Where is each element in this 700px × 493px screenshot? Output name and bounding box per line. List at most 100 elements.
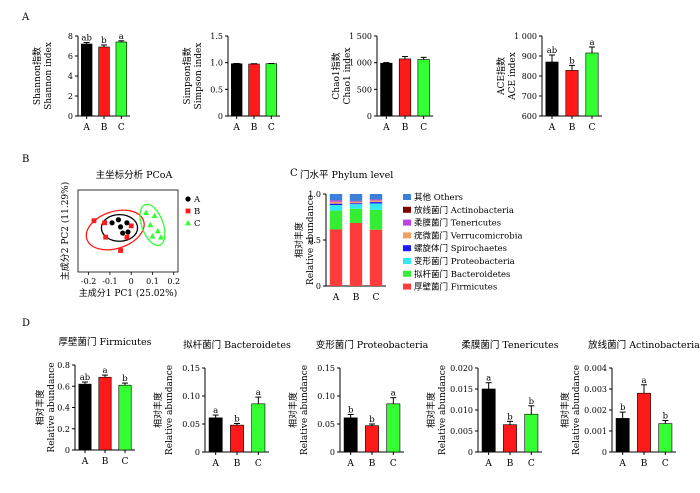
pcoa-point-B (91, 218, 97, 224)
x-tick-label-simpson: A (232, 123, 240, 133)
bar-simpson-A (230, 63, 243, 117)
bar-chart-ace: 600 700 800 900 1 000 ab Ab Ba C ACE指数 ACE index (495, 32, 602, 133)
phylum-legend-label-3: 螺旋体门 Spirochaetes (414, 243, 507, 254)
x-tick-label-proteobacteria: A (346, 459, 354, 469)
bar-bacteroidetes-A (208, 417, 223, 453)
y-tick-label-ace: 900 (522, 52, 537, 61)
significance-letter-actinobacteria-A: b (620, 403, 626, 413)
y-tick-label-ace: 800 (522, 72, 537, 81)
significance-letter-ace-A: ab (547, 46, 558, 56)
x-tick-label-firmicutes: C (122, 457, 129, 467)
x-tick-label-bacteroidetes: B (234, 459, 241, 469)
significance-letter-bacteroidetes-A: a (213, 406, 218, 416)
x-tick-label-actinobacteria: A (618, 459, 626, 469)
x-tick-label-actinobacteria: B (641, 459, 648, 469)
y-tick-label-shannon: 6 (68, 52, 73, 61)
y-tick-label-bacteroidetes: 0.10 (182, 392, 200, 401)
pcoa-legend-marker-B (185, 208, 191, 214)
y-axis-label-tenericutes: Relative abundance (438, 365, 448, 455)
phylum-legend-swatch-7 (403, 194, 411, 200)
phylum-legend-swatch-6 (403, 206, 411, 213)
x-tick-label-shannon: A (82, 123, 90, 133)
phylum-legend-label-4: 疣微菌门 Verrucomicrobia (414, 230, 523, 241)
pcoa-y-axis-label: 主成分2 PC2 (11.29%) (59, 182, 71, 280)
bar-firmicutes-C (118, 384, 132, 451)
y-tick-label-proteobacteria: 0.15 (317, 364, 335, 373)
bar-chart-actinobacteria: 0 0.001 0.002 0.003 0.004 b Aa Bb C 放线菌门 Actinoba… (559, 339, 700, 469)
bar-bacteroidetes-C (251, 403, 266, 453)
bar-shannon-C (115, 41, 128, 117)
y-tick-label-tenericutes: 0 (468, 448, 473, 457)
stacked-segment-C-3 (369, 202, 383, 204)
y-tick-label-actinobacteria: 0 (602, 448, 607, 457)
pcoa-x-tick-label: 0.1 (146, 277, 159, 286)
significance-letter-firmicutes-C: b (122, 374, 128, 384)
pcoa-point-B (118, 248, 123, 253)
y-tick-label-simpson: 0 (218, 112, 223, 121)
y-tick-label-firmicutes: 0.6 (57, 382, 70, 391)
phylum-legend-swatch-3 (403, 245, 411, 252)
y-tick-label-shannon: 8 (68, 32, 73, 41)
y-tick-label-tenericutes: 0.010 (450, 406, 473, 415)
bar-actinobacteria-A (615, 418, 630, 453)
stacked-segment-B-0 (349, 222, 363, 286)
stacked-segment-A-5 (329, 200, 343, 202)
stacked-segment-B-1 (349, 208, 363, 223)
x-tick-label-chao1: C (420, 123, 427, 133)
pcoa-point-A (109, 220, 115, 226)
bar-chart-proteobacteria: 0 0.05 0.10 0.15 b Ab Ba C 变形菌门 Proteobacteria 相对… (287, 339, 429, 469)
pcoa-x-tick-label: -0.1 (102, 277, 117, 286)
phylum-legend-label-5: 柔膜菌门 Tenericutes (414, 218, 501, 229)
bar-chao1-C (417, 59, 430, 117)
y-tick-label-bacteroidetes: 0.05 (182, 420, 200, 429)
y-axis-label-tenericutes: 相对丰度 (425, 392, 437, 428)
stacked-segment-B-4 (349, 201, 363, 204)
bar-simpson-C (265, 63, 278, 117)
x-tick-label-firmicutes: A (81, 457, 89, 467)
pcoa-point-A (117, 224, 124, 230)
significance-letter-tenericutes-A: a (486, 374, 491, 384)
pcoa-legend-label-B: B (194, 207, 200, 217)
y-axis-label-bacteroidetes: 相对丰度 (152, 392, 164, 428)
bar-ace-A (545, 61, 559, 117)
phylum-legend-label-0: 厚壁菌门 Firmicutes (414, 282, 497, 293)
stacked-segment-C-4 (369, 200, 383, 203)
y-axis-label-shannon: Shannon指数 (31, 47, 43, 105)
phylum-legend-label-6: 放线菌门 Actinobacteria (414, 205, 514, 216)
pcoa-point-B (128, 223, 134, 229)
bar-chart-shannon: 0 2 4 6 8 ab Ab Ba C Shannon指数 Shannon index (31, 32, 130, 133)
phylum-x-tick-label: B (353, 293, 360, 303)
significance-letter-firmicutes-B: a (102, 366, 107, 376)
significance-letter-shannon-C: a (119, 32, 124, 42)
bar-simpson-B (248, 63, 260, 117)
pcoa-point-C (151, 212, 158, 219)
panel-label-d: D (22, 318, 30, 329)
pcoa-point-A (115, 217, 122, 223)
phylum-x-tick-label: A (332, 293, 340, 303)
x-tick-label-simpson: C (268, 123, 275, 133)
x-tick-label-simpson: B (251, 123, 258, 133)
pcoa-point-C (154, 228, 161, 234)
stacked-segment-A-0 (329, 229, 343, 286)
x-tick-label-ace: C (589, 123, 596, 133)
x-tick-label-proteobacteria: B (369, 459, 376, 469)
significance-letter-tenericutes-B: b (507, 412, 513, 422)
y-tick-label-tenericutes: 0.005 (450, 427, 473, 436)
significance-letter-bacteroidetes-C: a (256, 388, 261, 398)
pcoa-plot-frame (77, 189, 179, 273)
y-tick-label-ace: 700 (522, 92, 537, 101)
bar-firmicutes-A (78, 383, 92, 451)
y-axis-label-simpson: Simpson index (194, 43, 204, 110)
stacked-segment-B-3 (349, 203, 363, 205)
significance-letter-actinobacteria-C: b (663, 412, 669, 422)
y-tick-label-actinobacteria: 0.002 (584, 406, 607, 415)
y-tick-label-tenericutes: 0.015 (450, 385, 473, 394)
y-axis-label-proteobacteria: Relative abundance (300, 365, 310, 455)
y-tick-label-bacteroidetes: 0.15 (182, 364, 200, 373)
stacked-segment-B-7 (349, 194, 363, 201)
pcoa-point-A (124, 220, 130, 226)
y-axis-label-firmicutes: 相对丰度 (34, 389, 46, 425)
pcoa-point-B (102, 220, 107, 226)
y-axis-label-shannon: Shannon index (44, 42, 54, 110)
y-tick-label-chao1: 500 (357, 85, 372, 94)
